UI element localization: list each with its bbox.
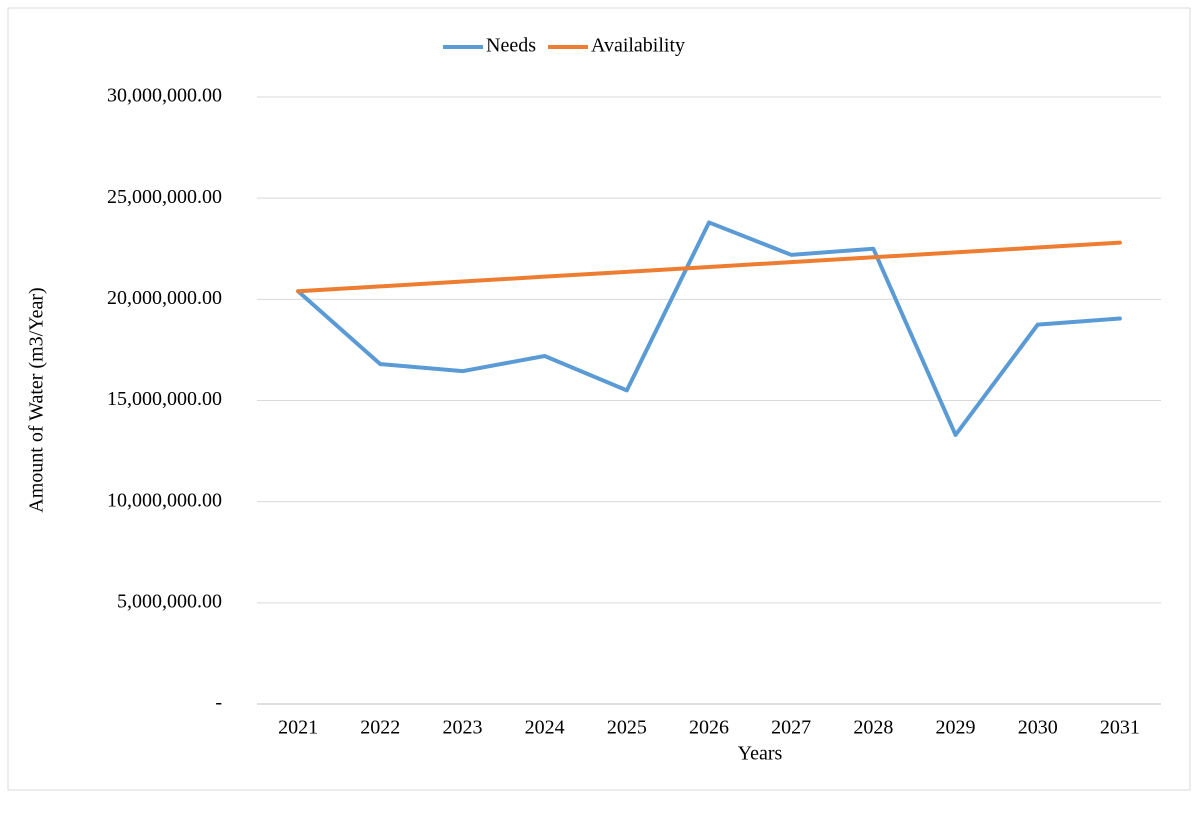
y-tick-label: 15,000,000.00 <box>107 388 222 410</box>
x-tick-label: 2027 <box>771 717 811 739</box>
series-line <box>296 240 1122 294</box>
x-axis-title: Years <box>738 743 783 765</box>
series-line <box>296 220 1122 437</box>
x-tick-label: 2025 <box>607 717 647 739</box>
x-tick-label: 2029 <box>936 717 976 739</box>
legend-label: Needs <box>486 35 536 57</box>
x-tick-label: 2031 <box>1100 717 1140 739</box>
x-tick-label: 2028 <box>853 717 893 739</box>
legend-label: Availability <box>591 35 685 57</box>
y-axis-title: Amount of Water (m3/Year) <box>26 287 48 512</box>
y-tick-label: 30,000,000.00 <box>107 85 222 107</box>
y-tick-label: 5,000,000.00 <box>117 590 222 612</box>
y-tick-label: 20,000,000.00 <box>107 287 222 309</box>
y-tick-label: 10,000,000.00 <box>107 489 222 511</box>
y-tick-label: - <box>215 692 222 714</box>
x-tick-label: 2023 <box>442 717 482 739</box>
chart-border <box>7 7 1191 791</box>
x-tick-label: 2026 <box>689 717 729 739</box>
x-tick-label: 2022 <box>360 717 400 739</box>
x-tick-label: 2021 <box>278 717 318 739</box>
x-tick-label: 2030 <box>1018 717 1058 739</box>
y-tick-label: 25,000,000.00 <box>107 186 222 208</box>
x-tick-label: 2024 <box>525 717 565 739</box>
